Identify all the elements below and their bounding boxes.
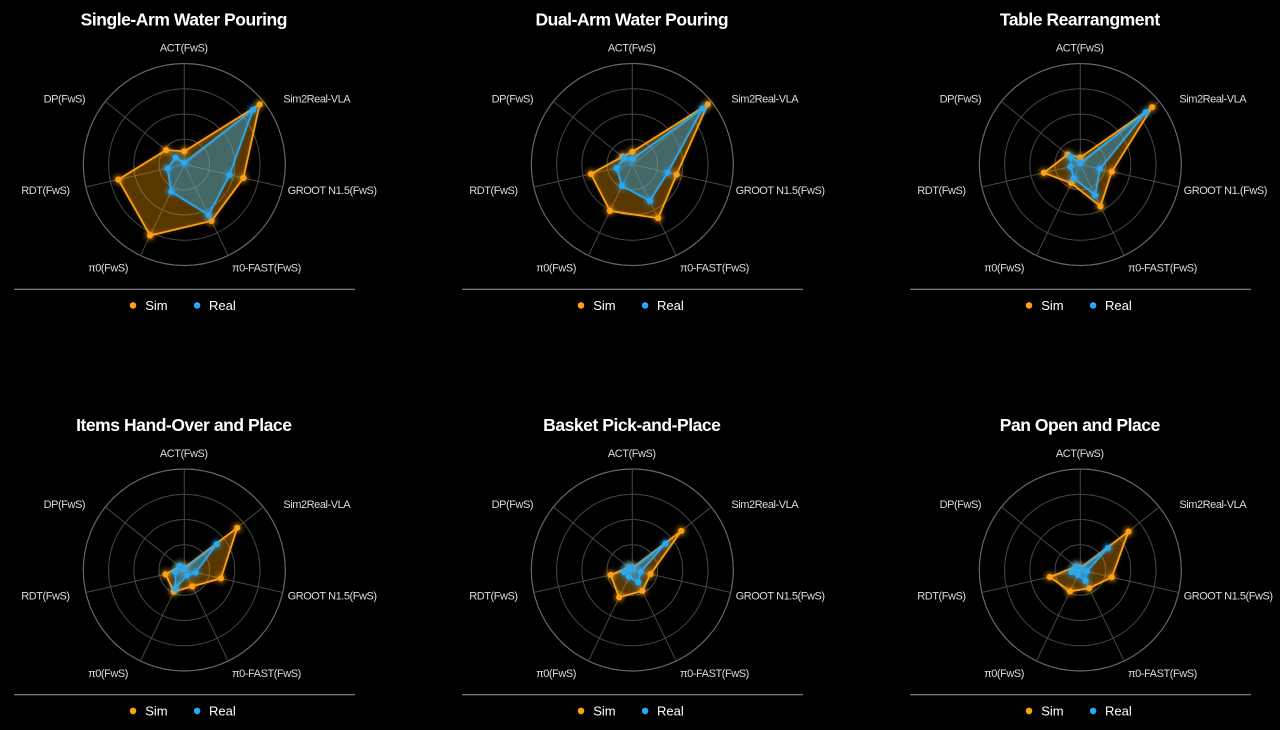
svg-text:RDT(FwS): RDT(FwS) xyxy=(21,185,69,197)
svg-text:π0(FwS): π0(FwS) xyxy=(88,263,128,275)
svg-text:Real: Real xyxy=(657,298,684,313)
svg-text:Sim: Sim xyxy=(593,703,615,718)
svg-text:Real: Real xyxy=(1105,298,1132,313)
svg-text:π0(FwS): π0(FwS) xyxy=(536,263,576,275)
svg-text:GROOT N1.5(FwS): GROOT N1.5(FwS) xyxy=(288,185,377,197)
svg-text:GROOT N1.5(FwS): GROOT N1.5(FwS) xyxy=(1184,590,1273,602)
svg-text:ACT(FwS): ACT(FwS) xyxy=(1056,448,1104,460)
svg-text:ACT(FwS): ACT(FwS) xyxy=(160,448,208,460)
svg-text:Sim2Real-VLA: Sim2Real-VLA xyxy=(283,499,351,511)
svg-text:DP(FwS): DP(FwS) xyxy=(940,499,981,511)
svg-text:π0(FwS): π0(FwS) xyxy=(984,263,1024,275)
svg-text:π0-FAST(FwS): π0-FAST(FwS) xyxy=(1128,668,1197,680)
svg-text:Pan Open and Place: Pan Open and Place xyxy=(1000,415,1161,435)
svg-text:ACT(FwS): ACT(FwS) xyxy=(608,43,656,55)
svg-text:Sim: Sim xyxy=(145,703,167,718)
svg-text:Items Hand-Over and Place: Items Hand-Over and Place xyxy=(76,415,292,435)
svg-text:RDT(FwS): RDT(FwS) xyxy=(917,185,965,197)
svg-text:Sim2Real-VLA: Sim2Real-VLA xyxy=(731,93,799,105)
svg-text:RDT(FwS): RDT(FwS) xyxy=(469,185,517,197)
svg-text:DP(FwS): DP(FwS) xyxy=(44,93,85,105)
svg-text:Sim2Real-VLA: Sim2Real-VLA xyxy=(731,499,799,511)
svg-text:Sim2Real-VLA: Sim2Real-VLA xyxy=(283,93,351,105)
svg-text:Real: Real xyxy=(209,298,236,313)
svg-text:RDT(FwS): RDT(FwS) xyxy=(917,590,965,602)
svg-text:Sim: Sim xyxy=(145,298,167,313)
svg-text:GROOT N1.(FwS): GROOT N1.(FwS) xyxy=(1184,185,1267,197)
svg-text:π0-FAST(FwS): π0-FAST(FwS) xyxy=(232,668,301,680)
svg-text:Real: Real xyxy=(657,703,684,718)
svg-text:π0-FAST(FwS): π0-FAST(FwS) xyxy=(680,263,749,275)
svg-text:DP(FwS): DP(FwS) xyxy=(44,499,85,511)
svg-text:GROOT N1.5(FwS): GROOT N1.5(FwS) xyxy=(736,590,825,602)
svg-text:DP(FwS): DP(FwS) xyxy=(492,499,533,511)
svg-text:ACT(FwS): ACT(FwS) xyxy=(1056,43,1104,55)
svg-text:π0(FwS): π0(FwS) xyxy=(536,668,576,680)
svg-text:Table Rearrangment: Table Rearrangment xyxy=(1000,10,1160,30)
svg-text:DP(FwS): DP(FwS) xyxy=(940,93,981,105)
svg-text:RDT(FwS): RDT(FwS) xyxy=(21,590,69,602)
svg-text:Basket Pick-and-Place: Basket Pick-and-Place xyxy=(543,415,721,435)
svg-text:Sim: Sim xyxy=(593,298,615,313)
svg-text:Sim2Real-VLA: Sim2Real-VLA xyxy=(1179,93,1247,105)
svg-text:Dual-Arm Water Pouring: Dual-Arm Water Pouring xyxy=(535,10,728,30)
svg-text:Sim: Sim xyxy=(1041,298,1063,313)
svg-text:RDT(FwS): RDT(FwS) xyxy=(469,590,517,602)
svg-text:ACT(FwS): ACT(FwS) xyxy=(608,448,656,460)
svg-text:Sim: Sim xyxy=(1041,703,1063,718)
svg-text:ACT(FwS): ACT(FwS) xyxy=(160,43,208,55)
svg-text:Real: Real xyxy=(1105,703,1132,718)
svg-text:π0(FwS): π0(FwS) xyxy=(984,668,1024,680)
svg-text:π0-FAST(FwS): π0-FAST(FwS) xyxy=(680,668,749,680)
svg-text:Single-Arm Water Pouring: Single-Arm Water Pouring xyxy=(81,10,287,30)
svg-text:GROOT N1.5(FwS): GROOT N1.5(FwS) xyxy=(736,185,825,197)
svg-text:π0-FAST(FwS): π0-FAST(FwS) xyxy=(1128,263,1197,275)
svg-text:π0(FwS): π0(FwS) xyxy=(88,668,128,680)
svg-text:Sim2Real-VLA: Sim2Real-VLA xyxy=(1179,499,1247,511)
svg-text:Real: Real xyxy=(209,703,236,718)
svg-text:DP(FwS): DP(FwS) xyxy=(492,93,533,105)
svg-text:GROOT N1.5(FwS): GROOT N1.5(FwS) xyxy=(288,590,377,602)
svg-text:π0-FAST(FwS): π0-FAST(FwS) xyxy=(232,263,301,275)
